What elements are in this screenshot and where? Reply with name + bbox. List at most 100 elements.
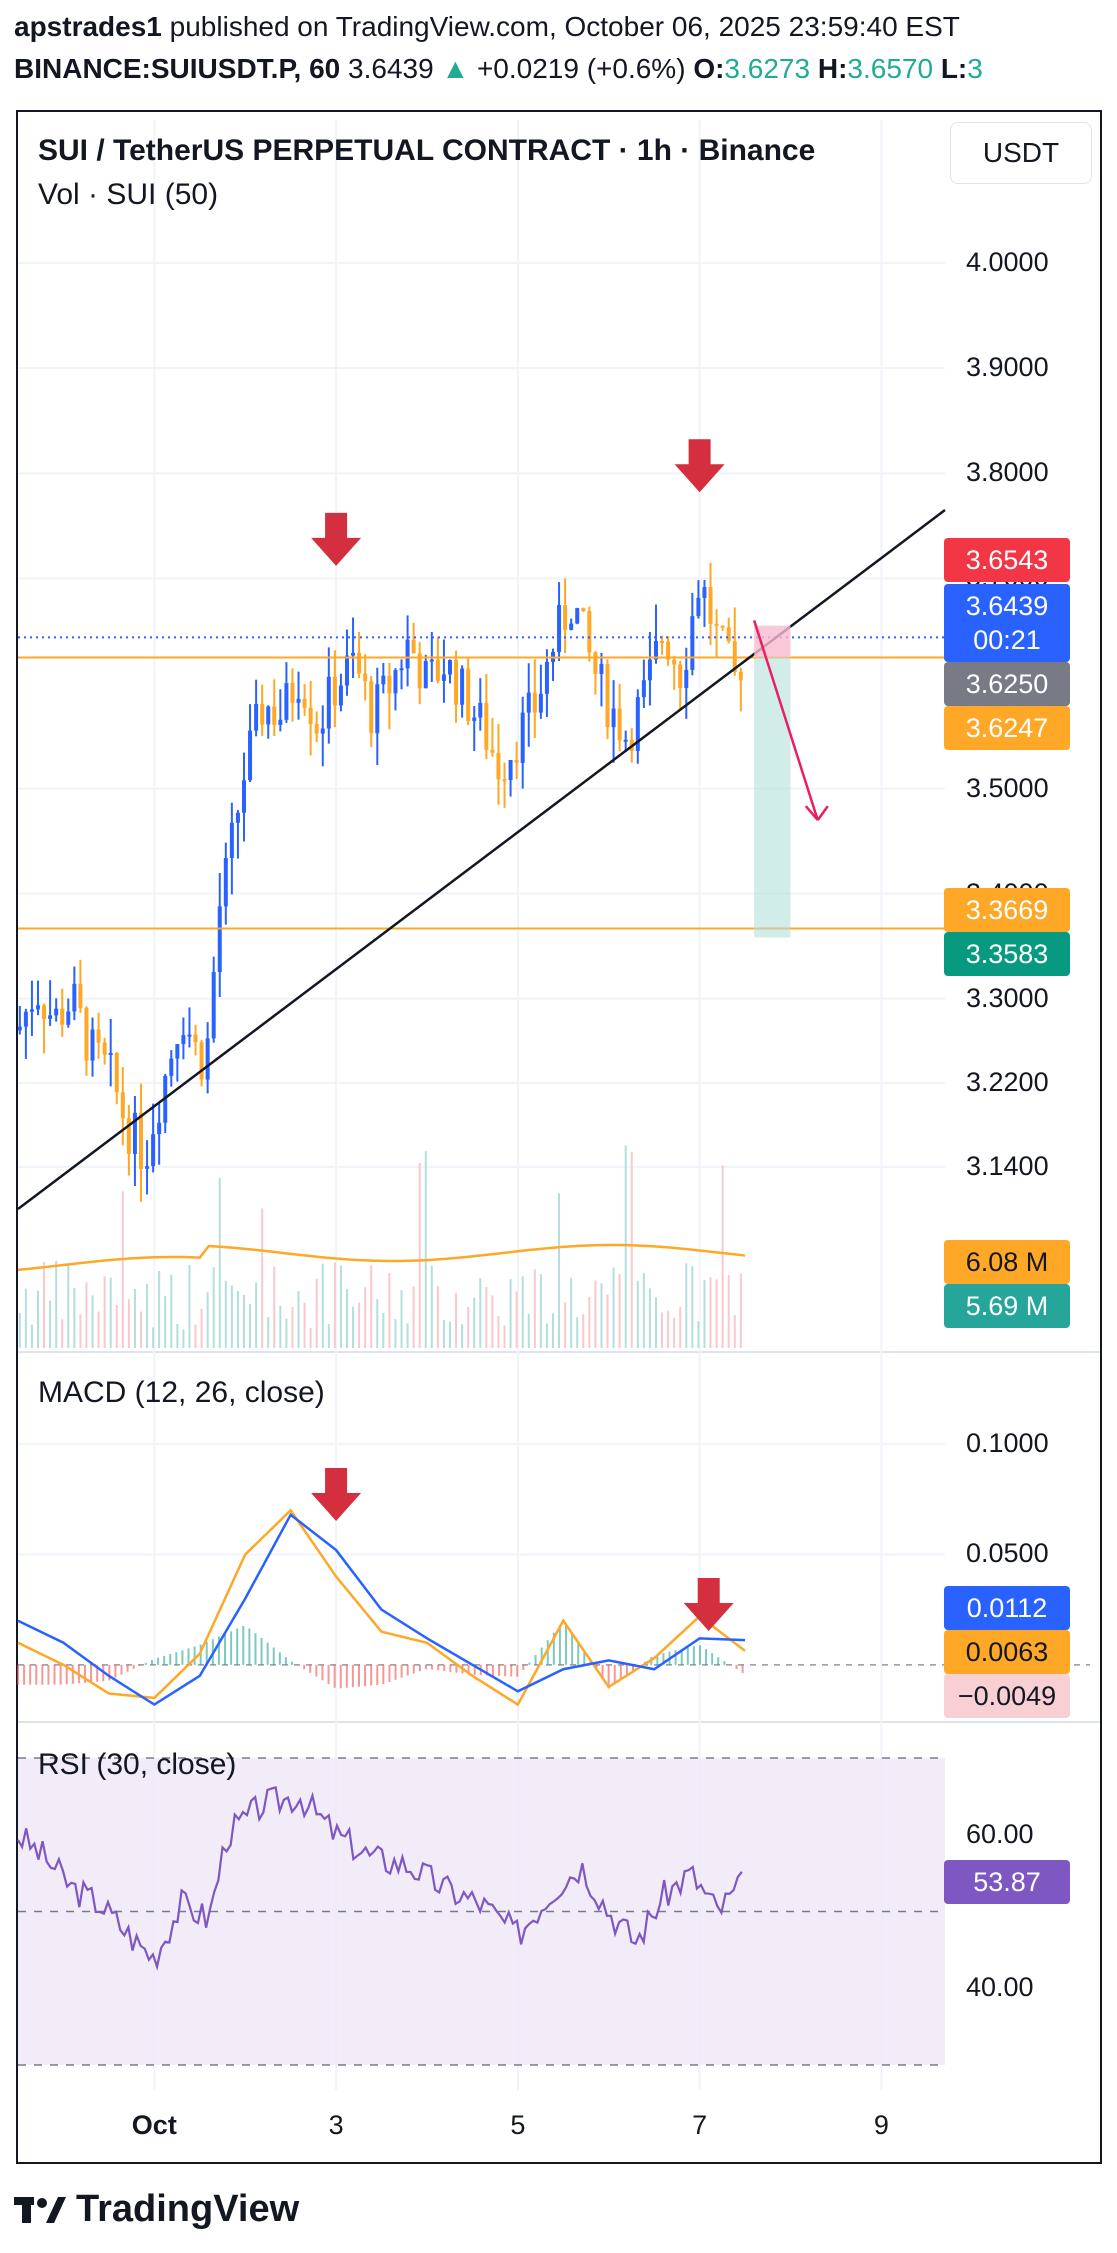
- candle-body: [290, 683, 295, 703]
- last-price: 3.6439: [348, 53, 434, 84]
- candle-body: [405, 639, 410, 669]
- candle-body: [254, 703, 259, 731]
- price-tag-value: 3.3583: [965, 938, 1049, 969]
- candle-body: [102, 1042, 107, 1055]
- candle-body: [647, 659, 652, 681]
- price-tick-label: 4.0000: [966, 247, 1049, 278]
- candle-body: [490, 749, 495, 753]
- price-tag-value: 3.6543: [965, 544, 1049, 575]
- tradingview-logo[interactable]: TradingView: [14, 2188, 299, 2231]
- candle-body: [272, 706, 277, 725]
- candle-body: [338, 685, 343, 706]
- price-tag-value: 3.3669: [965, 894, 1049, 925]
- candle-body: [678, 664, 683, 688]
- price-tag: 3.6247: [944, 706, 1070, 750]
- candle-body: [78, 983, 83, 1008]
- symbol-info: BINANCE:SUIUSDT.P, 60 3.6439 ▲ +0.0219 (…: [14, 52, 1117, 86]
- candle-body: [66, 1011, 71, 1025]
- candle-body: [447, 659, 452, 675]
- candle-body: [332, 676, 337, 706]
- time-tick-label: 9: [873, 2110, 889, 2140]
- candle-body: [90, 1029, 95, 1061]
- candle-body: [454, 659, 459, 705]
- candle-body: [42, 1005, 47, 1019]
- candle-body: [211, 972, 216, 1039]
- candle-body: [714, 623, 719, 626]
- time-tick-label: 3: [328, 2110, 344, 2140]
- time-tick-label: 5: [510, 2110, 526, 2140]
- down-arrow-icon: [674, 439, 725, 493]
- candle-body: [199, 1042, 204, 1080]
- candle-body: [738, 672, 743, 681]
- candle-body: [308, 707, 313, 725]
- price-tag: 3.3669: [944, 888, 1070, 932]
- rsi-line: [17, 1786, 743, 1971]
- open-label: O:: [693, 53, 725, 84]
- candle-body: [369, 681, 374, 734]
- author-name[interactable]: apstrades1: [14, 11, 162, 42]
- macd-tag: 0.0112: [944, 1586, 1070, 1630]
- candle-body: [35, 1005, 40, 1010]
- candle-body: [538, 693, 543, 713]
- candle-body: [611, 708, 616, 728]
- candle-body: [96, 1029, 101, 1043]
- candle-body: [54, 1008, 59, 1016]
- candle-body: [17, 1026, 22, 1031]
- candle-body: [684, 669, 689, 688]
- price-tag-value: 3.6247: [965, 712, 1049, 743]
- candle-body: [429, 659, 434, 662]
- candle-body: [248, 730, 253, 781]
- candle-body: [48, 1015, 53, 1019]
- tradingview-logo-icon: [14, 2196, 66, 2223]
- price-tick-label: 3.2200: [966, 1066, 1049, 1097]
- published-text: published on TradingView.com, October 06…: [169, 11, 960, 42]
- macd-tick-label: 0.1000: [966, 1428, 1049, 1459]
- candle-body: [278, 719, 283, 725]
- candle-body: [84, 1007, 89, 1061]
- candle-body: [708, 587, 713, 624]
- candle-body: [120, 1092, 125, 1119]
- macd-label: MACD (12, 26, close): [38, 1376, 325, 1409]
- candle-body: [720, 625, 725, 628]
- candle-body: [266, 706, 271, 725]
- low-label: L:: [940, 53, 968, 84]
- open-value: 3.6273: [724, 53, 811, 84]
- candle-body: [726, 627, 731, 642]
- candle-body: [417, 653, 422, 689]
- candle-body: [569, 623, 574, 630]
- price-tag: 3.6250: [944, 662, 1070, 706]
- candle-body: [229, 822, 234, 858]
- candle-body: [151, 1134, 156, 1167]
- time-tick-label: 7: [692, 2110, 708, 2140]
- candle-body: [587, 611, 592, 653]
- rsi-tag: 53.87: [944, 1860, 1070, 1904]
- candle-body: [241, 780, 246, 813]
- candle-body: [344, 655, 349, 686]
- price-tag: 3.6439 00:21: [944, 584, 1070, 662]
- currency-button[interactable]: USDT: [950, 122, 1092, 184]
- candle-body: [363, 673, 368, 682]
- candle-body: [132, 1112, 137, 1154]
- candle-body: [284, 683, 289, 720]
- candle-body: [623, 739, 628, 742]
- candle-body: [326, 676, 331, 729]
- candle-body: [526, 692, 531, 713]
- candle-body: [581, 608, 586, 612]
- price-change: +0.0219 (+0.6%): [476, 53, 686, 84]
- candle-body: [617, 708, 622, 741]
- candle-body: [532, 692, 537, 713]
- macd-line-macd: [17, 1508, 746, 1707]
- price-tick-label: 3.9000: [966, 352, 1049, 383]
- volume-tag: 6.08 M: [944, 1240, 1070, 1284]
- candle-body: [29, 1009, 34, 1012]
- candle-body: [635, 697, 640, 751]
- tradingview-logo-text: TradingView: [76, 2188, 300, 2230]
- candle-body: [466, 668, 471, 721]
- macd-line-signal: [17, 1512, 746, 1707]
- candle-body: [175, 1044, 180, 1059]
- macd-tag: 0.0063: [944, 1630, 1070, 1674]
- candle-body: [672, 659, 677, 665]
- candle-body: [557, 605, 562, 652]
- candle-body: [484, 702, 489, 750]
